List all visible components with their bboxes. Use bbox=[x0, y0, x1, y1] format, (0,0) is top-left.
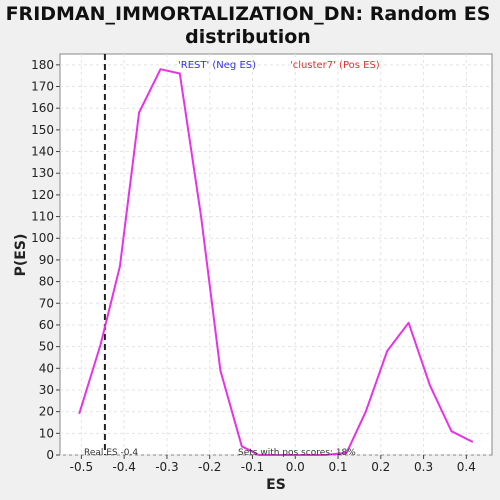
y-tick-label: 50 bbox=[39, 340, 54, 354]
y-tick-label: 60 bbox=[39, 318, 54, 332]
y-tick-label: 20 bbox=[39, 405, 54, 419]
y-tick-label: 110 bbox=[31, 210, 54, 224]
y-tick-label: 120 bbox=[31, 188, 54, 202]
y-tick-label: 70 bbox=[39, 296, 54, 310]
y-tick-label: 140 bbox=[31, 145, 54, 159]
x-tick-label: 0.4 bbox=[457, 460, 476, 474]
legend-neg-es: 'REST' (Neg ES) bbox=[178, 60, 256, 71]
y-tick-label: 0 bbox=[46, 448, 54, 462]
y-tick-label: 150 bbox=[31, 123, 54, 137]
series-layer bbox=[78, 68, 474, 456]
x-tick-label: -0.3 bbox=[155, 460, 178, 474]
x-tick-label: -0.2 bbox=[198, 460, 221, 474]
x-axis: -0.5 -0.4 -0.3 -0.2 -0.1 0.0 0.1 0.2 0.3 0.4 bbox=[70, 455, 476, 474]
y-tick-label: 170 bbox=[31, 80, 54, 94]
y-axis: 0 10 20 30 40 50 60 70 80 90 100 110 120 130 140 150 160… bbox=[31, 58, 60, 462]
x-tick-label: 0.1 bbox=[328, 460, 347, 474]
chart-title-line2: distribution bbox=[185, 26, 311, 48]
grid bbox=[60, 54, 492, 456]
chart-title-line1: FRIDMAN_IMMORTALIZATION_DN: Random ES bbox=[6, 3, 491, 25]
x-tick-label: -0.5 bbox=[70, 460, 93, 474]
y-tick-label: 180 bbox=[31, 58, 54, 72]
x-axis-label: ES bbox=[266, 477, 286, 493]
x-tick-label: -0.4 bbox=[112, 460, 135, 474]
y-tick-label: 30 bbox=[39, 383, 54, 397]
y-tick-label: 130 bbox=[31, 166, 54, 180]
y-tick-label: 40 bbox=[39, 361, 54, 375]
y-tick-label: 10 bbox=[39, 426, 54, 440]
y-tick-label: 100 bbox=[31, 231, 54, 245]
y-tick-label: 90 bbox=[39, 253, 54, 267]
y-tick-label: 80 bbox=[39, 275, 54, 289]
y-axis-label: P(ES) bbox=[13, 234, 29, 277]
x-tick-label: 0.0 bbox=[286, 460, 305, 474]
pos-scores-annotation: Sets with pos scores: 18% bbox=[238, 448, 356, 458]
series-line bbox=[78, 68, 474, 456]
x-tick-label: -0.1 bbox=[241, 460, 264, 474]
real-es-annotation: Real ES -0.4 bbox=[84, 448, 138, 458]
legend-pos-es: 'cluster7' (Pos ES) bbox=[290, 60, 380, 71]
x-tick-label: 0.2 bbox=[371, 460, 390, 474]
x-tick-label: 0.3 bbox=[414, 460, 433, 474]
plot-area bbox=[59, 53, 493, 456]
y-tick-label: 160 bbox=[31, 101, 54, 115]
